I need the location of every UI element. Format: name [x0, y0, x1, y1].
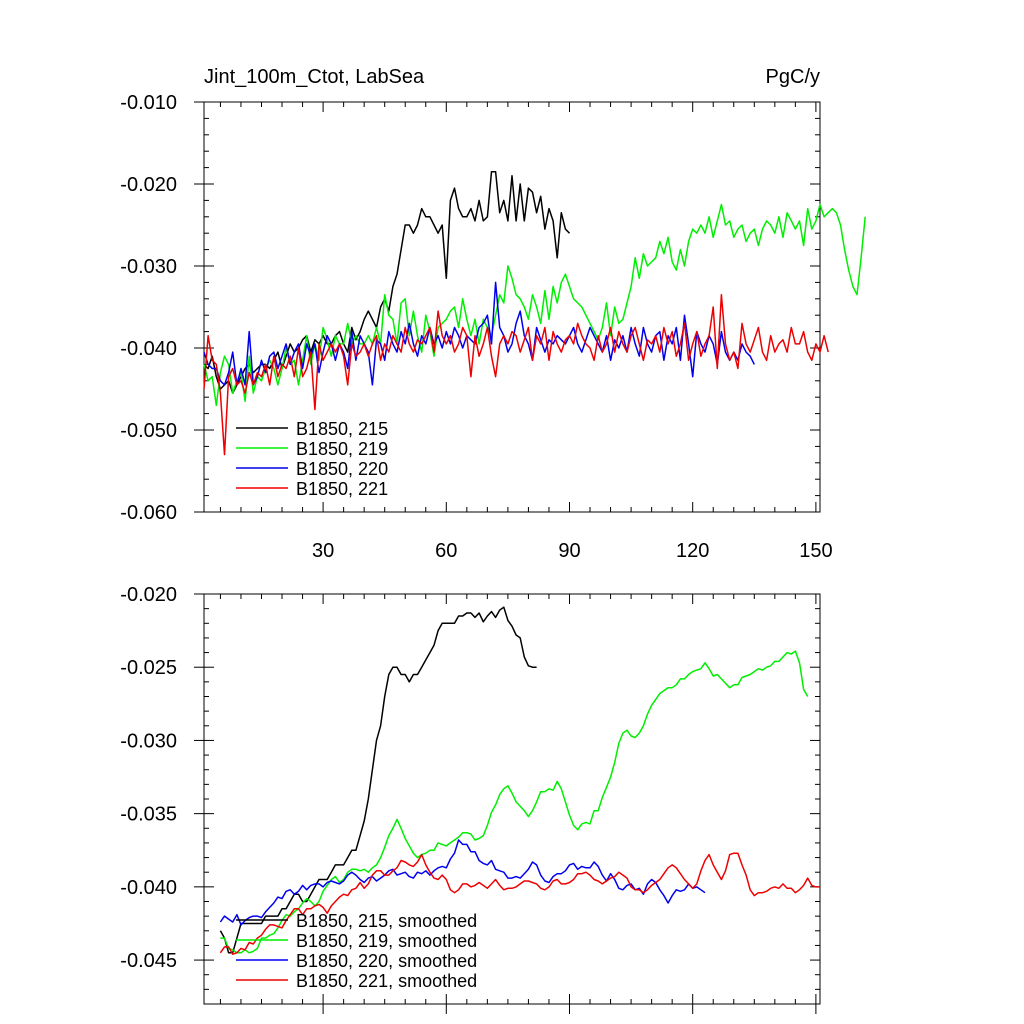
top-x-tick-label: 150	[799, 540, 832, 562]
bottom-series-line-2	[220, 650, 809, 954]
bottom-y-tick-label: -0.045	[120, 950, 177, 972]
top-legend-label-1: B1850, 215	[296, 419, 388, 439]
bottom-legend-label-2: B1850, 219, smoothed	[296, 931, 477, 951]
top-y-tick-label: -0.050	[120, 420, 177, 442]
units-label: PgC/y	[766, 66, 820, 88]
bottom-y-tick-label: -0.025	[120, 657, 177, 679]
top-y-tick-label: -0.040	[120, 338, 177, 360]
bottom-y-tick-label: -0.035	[120, 804, 177, 826]
bottom-legend-label-1: B1850, 215, smoothed	[296, 911, 477, 931]
top-legend-label-4: B1850, 221	[296, 479, 388, 499]
bottom-y-tick-label: -0.020	[120, 584, 177, 606]
top-x-tick-label: 60	[435, 540, 457, 562]
bottom-series-line-4	[219, 852, 820, 955]
top-series-line-3	[203, 281, 755, 386]
bottom-legend-label-4: B1850, 221, smoothed	[296, 971, 477, 991]
bottom-legend-label-3: B1850, 220, smoothed	[296, 951, 477, 971]
top-legend-label-3: B1850, 220	[296, 459, 388, 479]
top-panel: 30 60 90 120 150 -0.060 -0.050 -0.040 -0.030 -0.0…	[120, 92, 866, 562]
top-x-tick-label: 120	[676, 540, 709, 562]
top-y-tick-label: -0.030	[120, 256, 177, 278]
bottom-y-tick-label: -0.040	[120, 877, 177, 899]
top-y-tick-label: -0.010	[120, 92, 177, 114]
top-series-line-1	[203, 170, 571, 394]
top-y-tick-label: -0.060	[120, 502, 177, 524]
bottom-y-tick-label: -0.030	[120, 730, 177, 752]
top-x-tick-label: 90	[558, 540, 580, 562]
chart-title: Jint_100m_Ctot, LabSea	[204, 66, 425, 88]
bottom-series-line-1	[219, 606, 537, 954]
bottom-series-line-3	[219, 839, 706, 926]
top-series-line-4	[203, 293, 829, 456]
top-legend-label-2: B1850, 219	[296, 439, 388, 459]
top-y-tick-label: -0.020	[120, 174, 177, 196]
top-plot-frame	[203, 101, 821, 513]
top-x-tick-label: 30	[312, 540, 334, 562]
bottom-panel: -0.045 -0.040 -0.035 -0.030 -0.025 -0.020 B185…	[120, 584, 821, 1014]
